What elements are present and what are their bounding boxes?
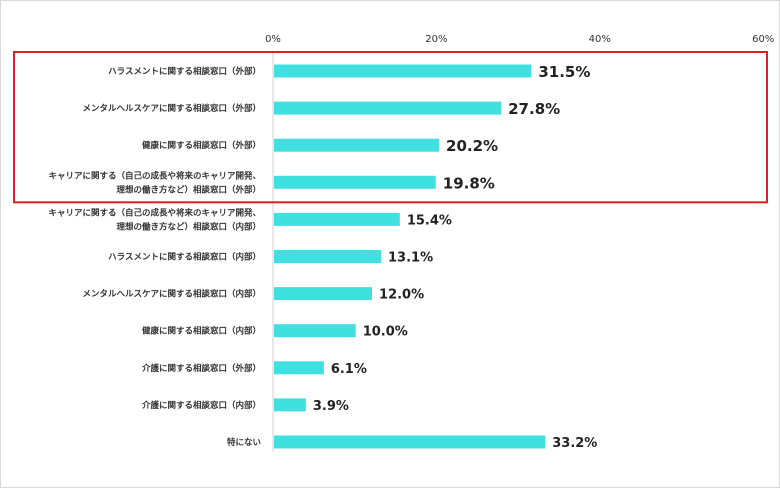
bar (274, 324, 356, 338)
category-label: 理想の働き方など）相談窓口（内部） (116, 221, 261, 232)
data-label: 31.5% (538, 63, 590, 81)
bar (274, 64, 532, 78)
x-tick-label: 20% (425, 34, 447, 45)
data-label: 15.4% (407, 213, 452, 228)
data-label: 27.8% (508, 100, 560, 118)
bar (274, 101, 502, 115)
category-label: ハラスメントに関する相談窓口（内部） (108, 252, 261, 263)
data-label: 20.2% (446, 137, 498, 155)
bar (274, 287, 373, 301)
bar (274, 175, 436, 189)
category-label: キャリアに関する（自己の成長や将来のキャリア開発、 (48, 170, 261, 181)
highlight-box (13, 51, 768, 204)
category-label: 健康に関する相談窓口（外部） (142, 140, 261, 151)
bar (274, 212, 400, 226)
data-label: 19.8% (443, 174, 495, 192)
data-label: 3.9% (313, 399, 349, 414)
data-label: 10.0% (363, 325, 408, 340)
data-label: 6.1% (331, 362, 367, 377)
data-label: 13.1% (388, 251, 433, 266)
bar (274, 398, 306, 412)
bar (274, 138, 440, 152)
category-label: 特にない (227, 437, 261, 448)
bar (274, 361, 324, 375)
category-label: メンタルヘルスケアに関する相談窓口（内部） (82, 289, 261, 300)
bar (274, 250, 382, 263)
category-label: ハラスメントに関する相談窓口（外部） (108, 66, 261, 77)
x-tick-label: 0% (265, 34, 281, 45)
category-label: 健康に関する相談窓口（内部） (142, 326, 261, 337)
category-label: メンタルヘルスケアに関する相談窓口（外部） (82, 103, 261, 114)
x-tick-label: 60% (752, 34, 774, 45)
data-label: 12.0% (379, 288, 424, 303)
x-tick-label: 40% (589, 34, 611, 45)
category-label: 介護に関する相談窓口（外部） (141, 363, 261, 374)
bar (274, 435, 546, 449)
category-label: 介護に関する相談窓口（内部） (141, 400, 261, 411)
category-label: 理想の働き方など）相談窓口（外部） (116, 184, 261, 195)
data-label: 33.2% (552, 436, 597, 451)
category-label: キャリアに関する（自己の成長や将来のキャリア開発、 (48, 207, 261, 218)
